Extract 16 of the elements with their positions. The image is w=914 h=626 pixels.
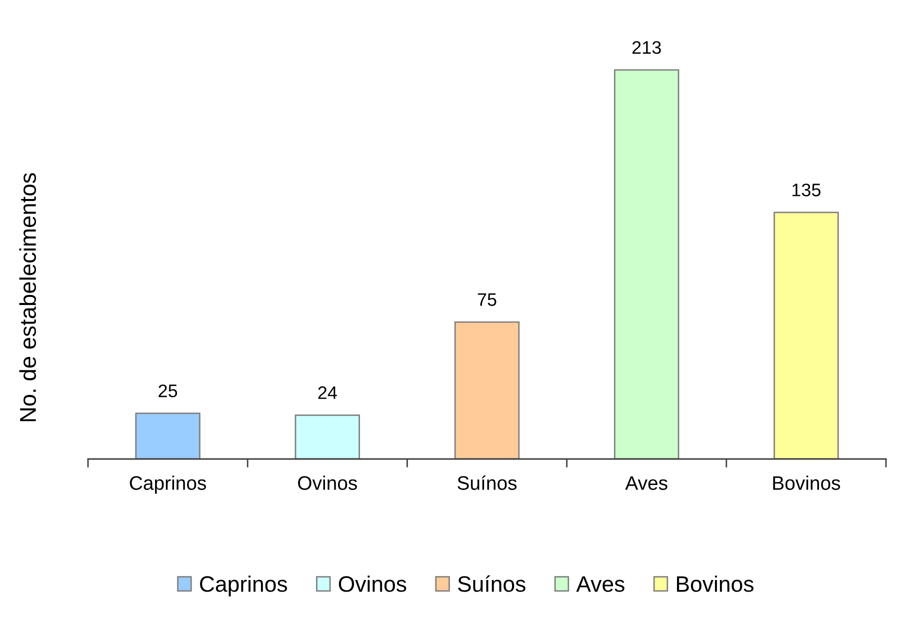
- legend-label: Aves: [576, 576, 624, 592]
- x-tick-label: Bovinos: [773, 476, 840, 490]
- x-tick-label: Caprinos: [130, 476, 206, 494]
- x-tick-label: Aves: [625, 476, 668, 490]
- legend-label: Caprinos: [200, 576, 288, 596]
- data-label: 135: [792, 184, 821, 196]
- x-tick-label: Ovinos: [298, 476, 357, 490]
- data-label: 25: [158, 384, 178, 398]
- legend-label: Bovinos: [677, 576, 754, 592]
- y-axis-title: No. de estabelecimentos: [19, 173, 36, 422]
- data-label: 213: [632, 41, 661, 54]
- data-label: 24: [318, 386, 337, 399]
- x-tick-label: Suínos: [458, 475, 517, 490]
- legend-label: Suínos: [458, 575, 526, 592]
- legend-label: Ovinos: [338, 576, 406, 592]
- data-label: 75: [478, 293, 496, 306]
